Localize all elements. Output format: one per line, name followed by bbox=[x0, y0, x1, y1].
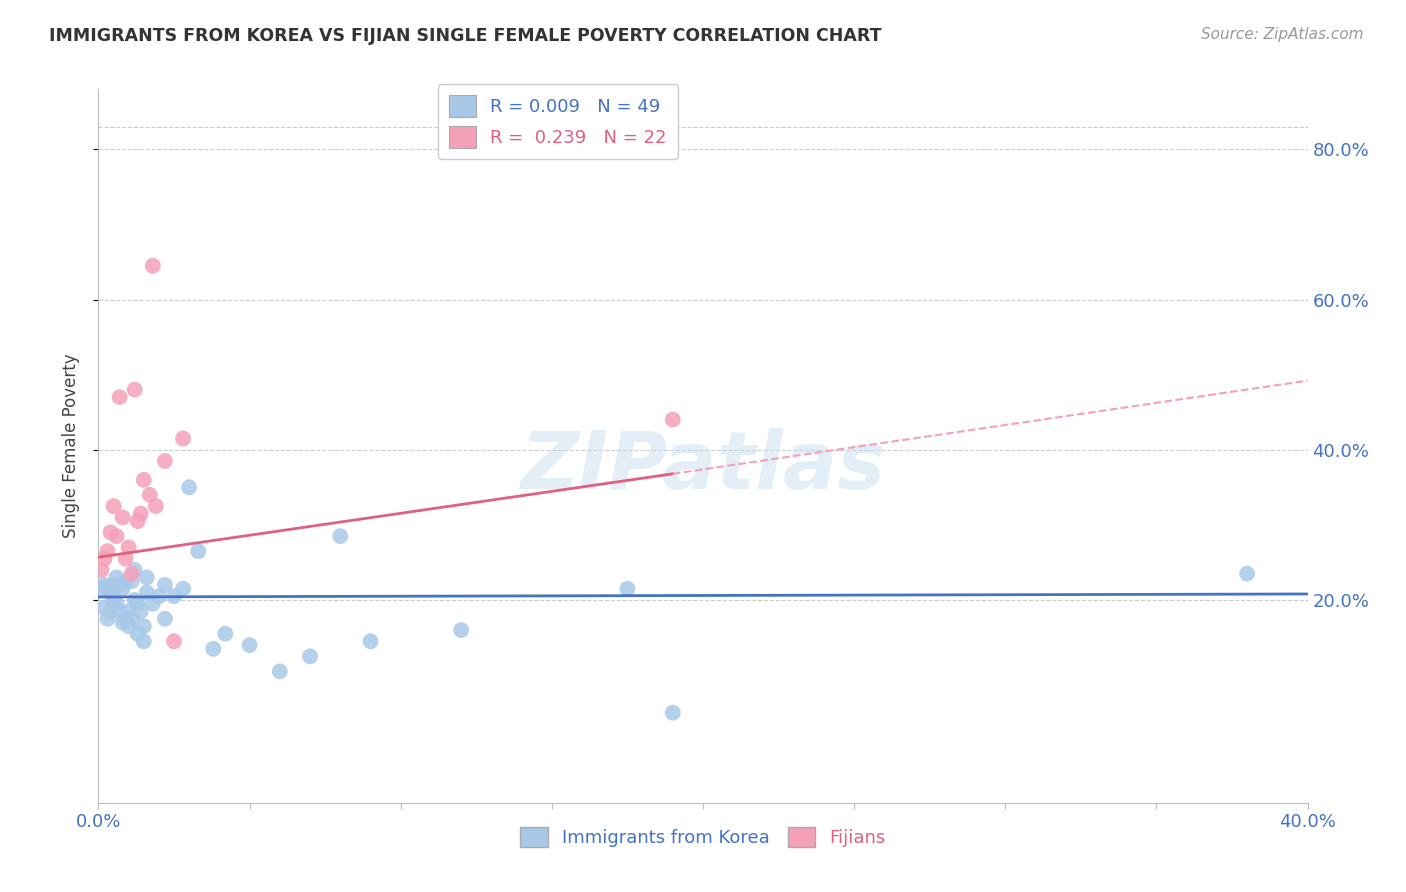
Point bbox=[661, 706, 683, 720]
Point bbox=[127, 514, 149, 528]
Text: Source: ZipAtlas.com: Source: ZipAtlas.com bbox=[1201, 27, 1364, 42]
Point bbox=[105, 597, 128, 611]
Point bbox=[269, 665, 291, 679]
Point bbox=[124, 593, 146, 607]
Point bbox=[100, 585, 122, 599]
Point bbox=[114, 574, 136, 589]
Text: IMMIGRANTS FROM KOREA VS FIJIAN SINGLE FEMALE POVERTY CORRELATION CHART: IMMIGRANTS FROM KOREA VS FIJIAN SINGLE F… bbox=[49, 27, 882, 45]
Point bbox=[90, 563, 112, 577]
Point bbox=[132, 473, 155, 487]
Point bbox=[100, 604, 122, 618]
Point bbox=[111, 582, 134, 596]
Point bbox=[132, 634, 155, 648]
Point bbox=[129, 507, 152, 521]
Point bbox=[114, 551, 136, 566]
Point bbox=[108, 604, 131, 618]
Point bbox=[124, 383, 146, 397]
Point bbox=[142, 259, 165, 273]
Point bbox=[103, 499, 125, 513]
Point bbox=[103, 593, 125, 607]
Point bbox=[127, 597, 149, 611]
Point bbox=[103, 578, 125, 592]
Point bbox=[187, 544, 209, 558]
Point bbox=[111, 510, 134, 524]
Point bbox=[108, 578, 131, 592]
Point bbox=[616, 582, 638, 596]
Point bbox=[153, 454, 176, 468]
Point bbox=[661, 413, 683, 427]
Point bbox=[135, 585, 157, 599]
Point bbox=[329, 529, 352, 543]
Point bbox=[132, 619, 155, 633]
Point bbox=[153, 578, 176, 592]
Point bbox=[96, 582, 118, 596]
Point bbox=[163, 634, 186, 648]
Point bbox=[179, 480, 201, 494]
Point bbox=[105, 570, 128, 584]
Point bbox=[121, 574, 143, 589]
Point bbox=[129, 604, 152, 618]
Point bbox=[108, 390, 131, 404]
Point bbox=[139, 488, 162, 502]
Point bbox=[96, 544, 118, 558]
Point bbox=[121, 612, 143, 626]
Point bbox=[1236, 566, 1258, 581]
Y-axis label: Single Female Poverty: Single Female Poverty bbox=[62, 354, 80, 538]
Point bbox=[111, 615, 134, 630]
Point bbox=[142, 597, 165, 611]
Point bbox=[118, 541, 141, 555]
Point bbox=[100, 525, 122, 540]
Point bbox=[153, 612, 176, 626]
Point bbox=[114, 612, 136, 626]
Point bbox=[214, 627, 236, 641]
Point bbox=[93, 551, 115, 566]
Point bbox=[172, 582, 194, 596]
Point bbox=[450, 623, 472, 637]
Point bbox=[118, 619, 141, 633]
Point bbox=[148, 589, 170, 603]
Point bbox=[93, 600, 115, 615]
Legend: Immigrants from Korea, Fijians: Immigrants from Korea, Fijians bbox=[513, 820, 893, 855]
Point bbox=[145, 499, 167, 513]
Point bbox=[121, 566, 143, 581]
Point bbox=[90, 582, 112, 596]
Text: ZIPatlas: ZIPatlas bbox=[520, 428, 886, 507]
Point bbox=[127, 627, 149, 641]
Point bbox=[299, 649, 322, 664]
Point bbox=[163, 589, 186, 603]
Point bbox=[93, 578, 115, 592]
Point bbox=[105, 529, 128, 543]
Point bbox=[239, 638, 262, 652]
Point bbox=[360, 634, 382, 648]
Point bbox=[96, 612, 118, 626]
Point bbox=[172, 432, 194, 446]
Point bbox=[118, 604, 141, 618]
Point bbox=[135, 570, 157, 584]
Point bbox=[124, 563, 146, 577]
Point bbox=[202, 641, 225, 656]
